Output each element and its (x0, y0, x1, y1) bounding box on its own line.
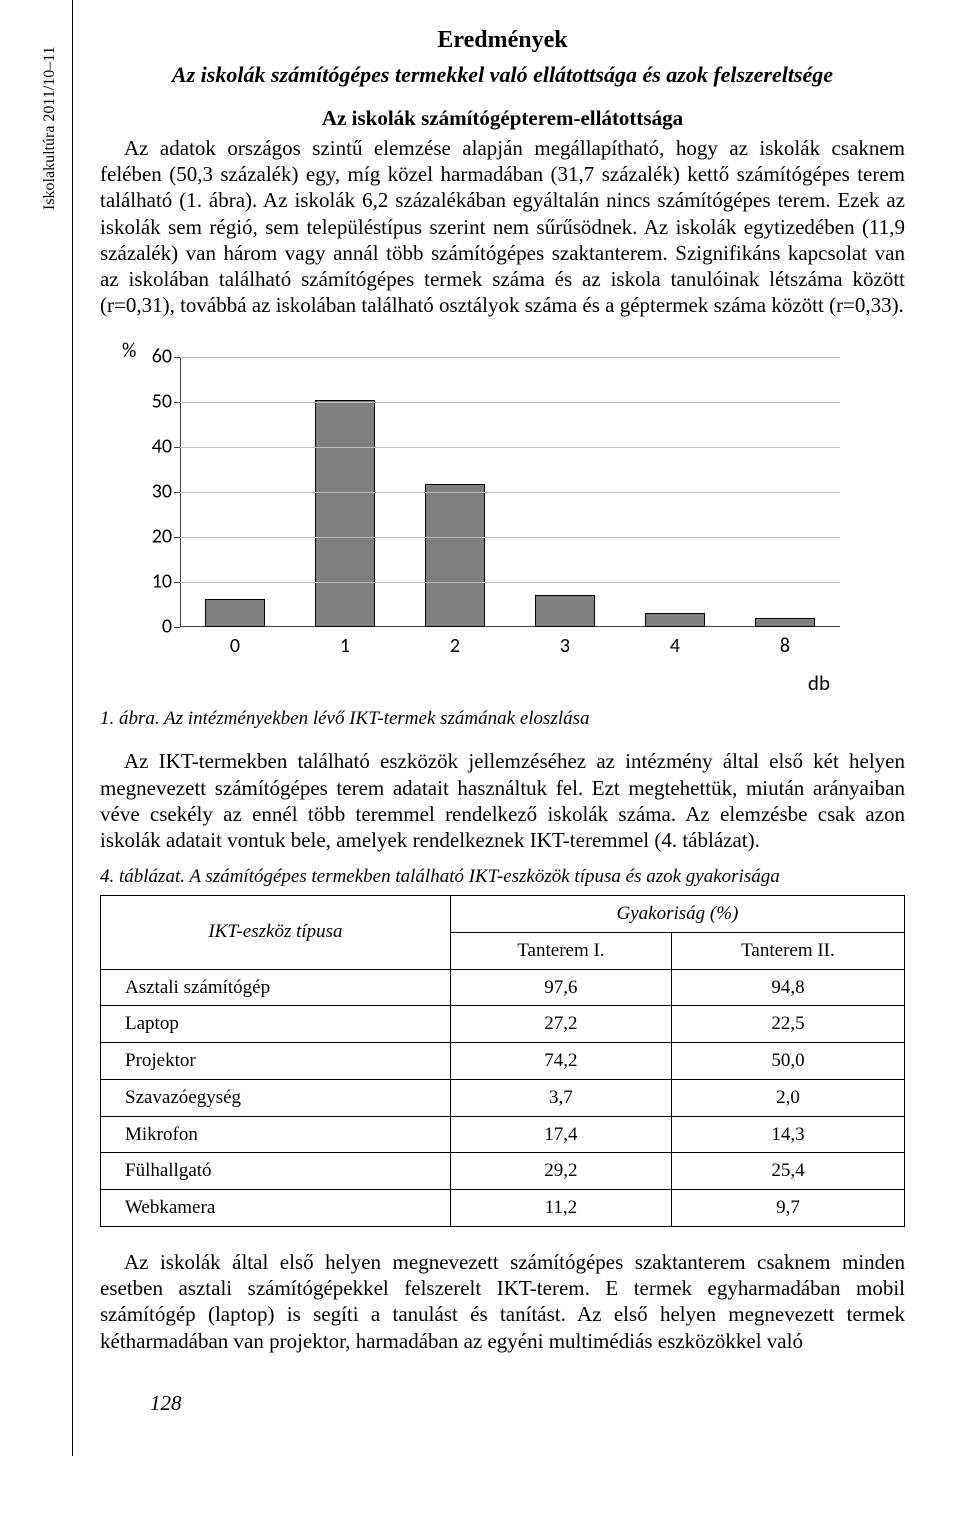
cell-value: 27,2 (450, 1006, 671, 1043)
bar (535, 595, 596, 627)
y-tick-label: 30 (140, 479, 172, 504)
gridline (180, 357, 840, 358)
bar (205, 599, 266, 627)
bar (315, 400, 376, 626)
y-tick-label: 40 (140, 434, 172, 459)
subsection-title: Az iskolák számítógépes termekkel való e… (100, 61, 905, 89)
cell-value: 11,2 (450, 1190, 671, 1227)
table-row: Szavazóegység 3,7 2,0 (101, 1079, 905, 1116)
gridline (180, 447, 840, 448)
row-label: Mikrofon (101, 1116, 451, 1153)
row-label: Laptop (101, 1006, 451, 1043)
row-header: IKT-eszköz típusa (101, 896, 451, 970)
cell-value: 9,7 (671, 1190, 904, 1227)
page-number: 128 (100, 1390, 905, 1416)
y-tick-mark (174, 447, 180, 448)
y-tick-label: 0 (140, 614, 172, 639)
table-row: Asztali számítógép 97,6 94,8 (101, 969, 905, 1006)
y-axis-label: % (122, 339, 136, 364)
figure-caption: 1. ábra. Az intézményekben lévő IKT-term… (100, 707, 905, 731)
table-row: Projektor 74,2 50,0 (101, 1043, 905, 1080)
y-tick-mark (174, 492, 180, 493)
bar (645, 613, 706, 627)
row-label: Projektor (101, 1043, 451, 1080)
section-title: Eredmények (100, 25, 905, 55)
cell-value: 2,0 (671, 1079, 904, 1116)
cell-value: 74,2 (450, 1043, 671, 1080)
cell-value: 3,7 (450, 1079, 671, 1116)
y-tick-mark (174, 357, 180, 358)
row-label: Szavazóegység (101, 1079, 451, 1116)
y-tick-mark (174, 537, 180, 538)
cell-value: 94,8 (671, 969, 904, 1006)
bar-chart-figure: % db 0102030405060012348 (100, 337, 860, 667)
page: Iskolakultúra 2011/10–11 Eredmények Az i… (0, 0, 960, 1456)
gridline (180, 402, 840, 403)
column-group-header: Gyakoriság (%) (450, 896, 904, 933)
gridline (180, 582, 840, 583)
table-caption: 4. táblázat. A számítógépes termekben ta… (100, 865, 905, 889)
journal-side-label: Iskolakultúra 2011/10–11 (40, 46, 60, 210)
row-label: Asztali számítógép (101, 969, 451, 1006)
table-row: Webkamera 11,2 9,7 (101, 1190, 905, 1227)
paragraph-heading: Az iskolák számítógépterem-ellátottsága (100, 105, 905, 131)
y-tick-mark (174, 627, 180, 628)
body-paragraph: Az IKT-termekben található eszközök jell… (100, 748, 905, 853)
bar (425, 484, 486, 627)
bar-chart: % db 0102030405060012348 (100, 337, 860, 667)
x-tick-label: 1 (340, 634, 350, 659)
table-row: Mikrofon 17,4 14,3 (101, 1116, 905, 1153)
y-tick-label: 60 (140, 344, 172, 369)
ikt-tools-table: IKT-eszköz típusa Gyakoriság (%) Tantere… (100, 895, 905, 1227)
y-tick-label: 10 (140, 569, 172, 594)
x-tick-label: 3 (560, 634, 570, 659)
x-axis-unit: db (808, 670, 830, 696)
cell-value: 50,0 (671, 1043, 904, 1080)
y-tick-mark (174, 582, 180, 583)
y-tick-label: 50 (140, 389, 172, 414)
x-tick-label: 8 (780, 634, 790, 659)
table-row: Fülhallgató 29,2 25,4 (101, 1153, 905, 1190)
table-header-row: IKT-eszköz típusa Gyakoriság (%) (101, 896, 905, 933)
column-header: Tanterem I. (450, 932, 671, 969)
row-label: Fülhallgató (101, 1153, 451, 1190)
cell-value: 22,5 (671, 1006, 904, 1043)
cell-value: 97,6 (450, 969, 671, 1006)
cell-value: 17,4 (450, 1116, 671, 1153)
gridline (180, 492, 840, 493)
x-tick-label: 2 (450, 634, 460, 659)
y-tick-label: 20 (140, 524, 172, 549)
cell-value: 29,2 (450, 1153, 671, 1190)
table-row: Laptop 27,2 22,5 (101, 1006, 905, 1043)
x-tick-label: 4 (670, 634, 680, 659)
cell-value: 25,4 (671, 1153, 904, 1190)
body-paragraph: Az adatok országos szintű elemzése alapj… (100, 135, 905, 319)
row-label: Webkamera (101, 1190, 451, 1227)
bar (755, 618, 816, 627)
margin-rule-line (72, 0, 73, 1456)
cell-value: 14,3 (671, 1116, 904, 1153)
body-paragraph: Az iskolák által első helyen megnevezett… (100, 1249, 905, 1354)
x-tick-label: 0 (230, 634, 240, 659)
column-header: Tanterem II. (671, 932, 904, 969)
y-tick-mark (174, 402, 180, 403)
gridline (180, 537, 840, 538)
